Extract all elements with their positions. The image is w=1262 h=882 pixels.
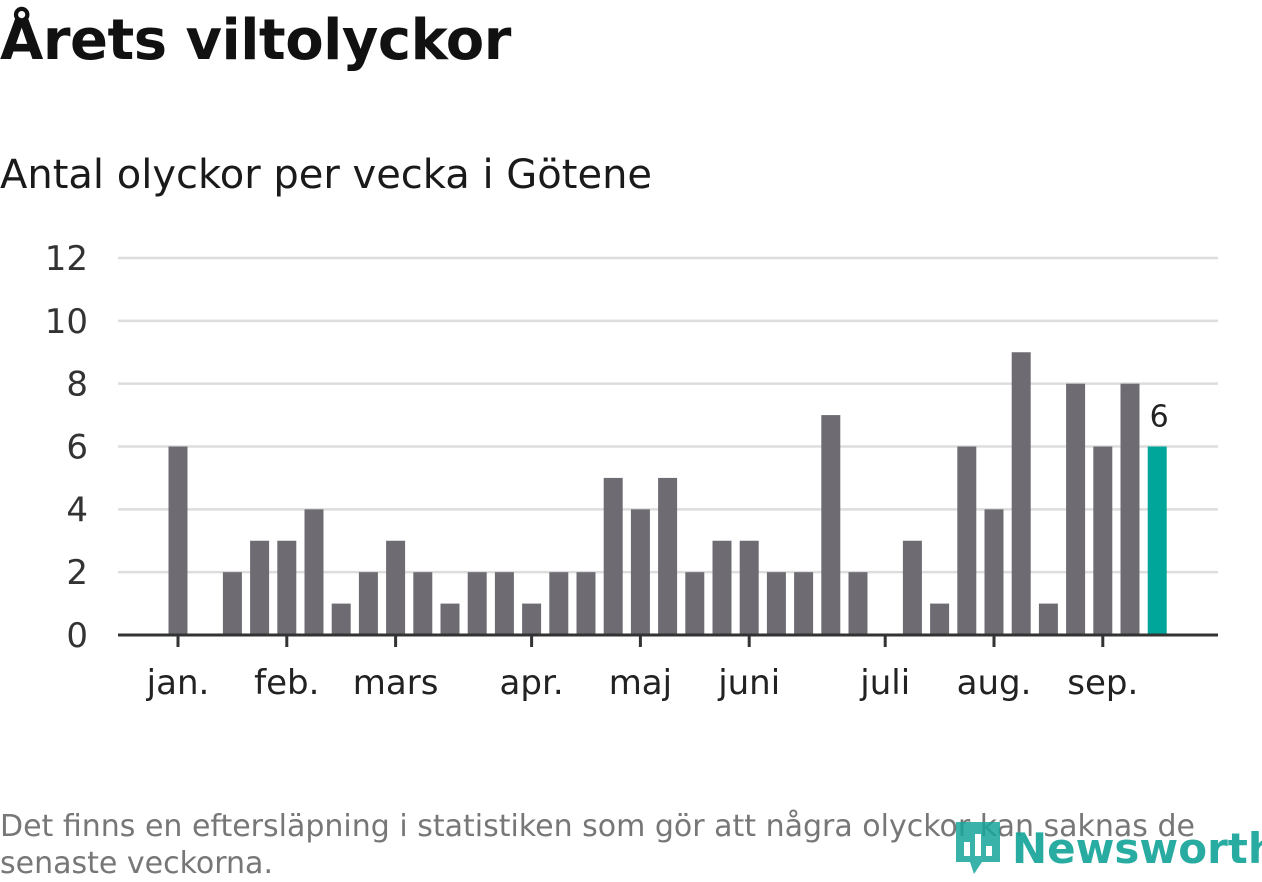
bar (1038, 603, 1058, 635)
bar (277, 540, 297, 635)
bar (494, 572, 514, 635)
bar (630, 509, 650, 635)
x-tick-label: maj (609, 663, 672, 703)
bar (1120, 383, 1140, 635)
bar (848, 572, 868, 635)
x-tick-label: juni (717, 663, 780, 703)
y-tick-label: 0 (66, 616, 88, 656)
bar (576, 572, 596, 635)
bar-highlight (1147, 446, 1167, 635)
bar (930, 603, 950, 635)
data-label: 6 (1150, 400, 1169, 435)
bar (222, 572, 242, 635)
bar (331, 603, 351, 635)
x-tick-label: jan. (146, 663, 210, 703)
bar-chart: 0 2 4 6 8 10 12 jan. feb. mars apr. maj juni juli aug… (45, 239, 1218, 703)
y-tick-label: 4 (66, 490, 88, 530)
data-labels: 6 (1150, 400, 1169, 435)
y-tick-label: 6 (66, 428, 88, 468)
bar (168, 446, 188, 635)
bar (1066, 383, 1086, 635)
y-axis-ticks: 0 2 4 6 8 10 12 (45, 239, 88, 656)
bar (685, 572, 705, 635)
x-tick-label: apr. (500, 663, 564, 703)
bar (902, 540, 922, 635)
newsworthy-logo-icon (956, 822, 1000, 874)
bar (984, 509, 1004, 635)
bars (168, 352, 1167, 635)
bar (467, 572, 487, 635)
bar (549, 572, 569, 635)
bar (957, 446, 977, 635)
chart-title: Årets viltolyckor (0, 8, 511, 73)
bar (304, 509, 324, 635)
x-tick-label: mars (353, 663, 439, 703)
bar (440, 603, 460, 635)
bar (603, 477, 623, 635)
bar (386, 540, 406, 635)
x-axis: jan. feb. mars apr. maj juni juli aug. sep. (118, 633, 1218, 703)
x-tick-label: feb. (254, 663, 319, 703)
logo-text: Newsworthy (1012, 823, 1262, 873)
bar (358, 572, 378, 635)
bar (250, 540, 270, 635)
y-tick-label: 12 (45, 239, 88, 279)
bar (1093, 446, 1113, 635)
bar (821, 415, 841, 635)
bar (766, 572, 786, 635)
bar (522, 603, 542, 635)
y-tick-label: 8 (66, 365, 88, 405)
x-tick-label: aug. (957, 663, 1032, 703)
bar (1011, 352, 1031, 635)
bar (658, 477, 678, 635)
bar (794, 572, 814, 635)
bar (712, 540, 732, 635)
y-tick-label: 10 (45, 302, 88, 342)
x-tick-label: sep. (1067, 663, 1138, 703)
bar (413, 572, 433, 635)
newsworthy-logo: Newsworthy (952, 818, 1262, 878)
x-tick-label: juli (859, 663, 910, 703)
y-tick-label: 2 (66, 553, 88, 593)
chart-subtitle: Antal olyckor per vecka i Götene (0, 152, 653, 198)
bar (739, 540, 759, 635)
